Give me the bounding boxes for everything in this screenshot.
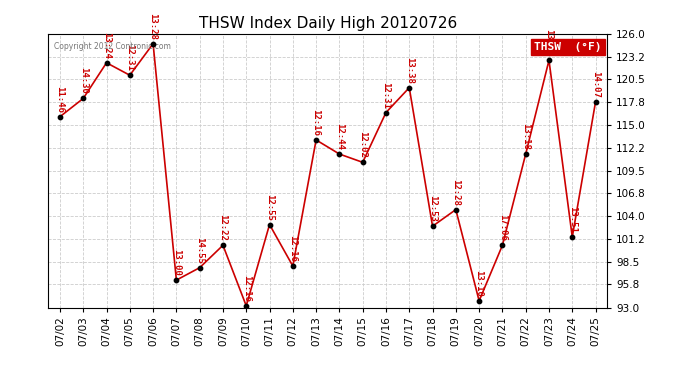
Text: 12:28: 12:28	[451, 178, 460, 206]
Point	[357, 159, 368, 165]
Text: 13:24: 13:24	[102, 32, 111, 58]
Text: 12:16: 12:16	[241, 275, 250, 302]
Text: 12:22: 12:22	[219, 214, 228, 241]
Text: 12:55: 12:55	[265, 194, 274, 220]
Text: 12:31: 12:31	[126, 44, 135, 71]
Text: 13:00: 13:00	[172, 249, 181, 276]
Point	[520, 151, 531, 157]
Point	[124, 72, 135, 78]
Point	[148, 41, 159, 47]
Text: 17:06: 17:06	[498, 214, 507, 241]
Point	[404, 85, 415, 91]
Text: 13:51: 13:51	[568, 206, 577, 233]
Point	[241, 303, 252, 309]
Text: 12:16: 12:16	[312, 109, 321, 136]
Text: 12:53: 12:53	[428, 195, 437, 222]
Title: THSW Index Daily High 20120726: THSW Index Daily High 20120726	[199, 16, 457, 31]
Point	[473, 298, 484, 304]
Point	[380, 110, 391, 116]
Point	[497, 242, 508, 248]
Point	[451, 207, 462, 213]
Text: 14:55: 14:55	[195, 237, 204, 264]
Point	[55, 114, 66, 120]
Point	[287, 263, 298, 269]
Point	[171, 277, 182, 283]
Text: 13:18: 13:18	[521, 123, 530, 150]
Text: 12:31: 12:31	[382, 81, 391, 108]
Text: THSW  (°F): THSW (°F)	[534, 42, 602, 52]
Text: 13:38: 13:38	[405, 57, 414, 84]
Point	[334, 151, 345, 157]
Point	[566, 234, 578, 240]
Text: 13:07: 13:07	[544, 29, 553, 56]
Text: Copyright 2012 Contronic.com: Copyright 2012 Contronic.com	[54, 42, 170, 51]
Text: 12:44: 12:44	[335, 123, 344, 150]
Point	[264, 222, 275, 228]
Point	[78, 96, 89, 102]
Text: 14:30: 14:30	[79, 68, 88, 94]
Text: 13:10: 13:10	[475, 270, 484, 297]
Text: 11:46: 11:46	[55, 86, 64, 112]
Point	[310, 137, 322, 143]
Point	[590, 99, 601, 105]
Point	[101, 60, 112, 66]
Text: 14:07: 14:07	[591, 71, 600, 98]
Point	[217, 242, 228, 248]
Point	[427, 223, 438, 229]
Text: 12:16: 12:16	[288, 235, 297, 262]
Point	[194, 265, 205, 271]
Text: 13:28: 13:28	[148, 13, 157, 39]
Text: 12:02: 12:02	[358, 131, 367, 158]
Point	[544, 57, 555, 63]
